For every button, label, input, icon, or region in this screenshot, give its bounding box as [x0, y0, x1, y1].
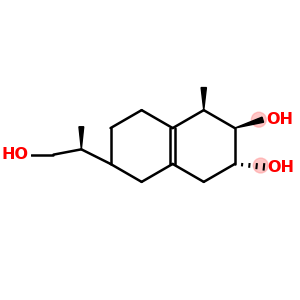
Circle shape	[253, 158, 268, 173]
Polygon shape	[79, 127, 84, 149]
Circle shape	[251, 112, 266, 127]
Text: OH: OH	[267, 160, 294, 175]
Text: HO: HO	[2, 147, 29, 162]
Text: OH: OH	[266, 112, 293, 127]
Polygon shape	[201, 88, 206, 110]
Polygon shape	[235, 117, 264, 128]
